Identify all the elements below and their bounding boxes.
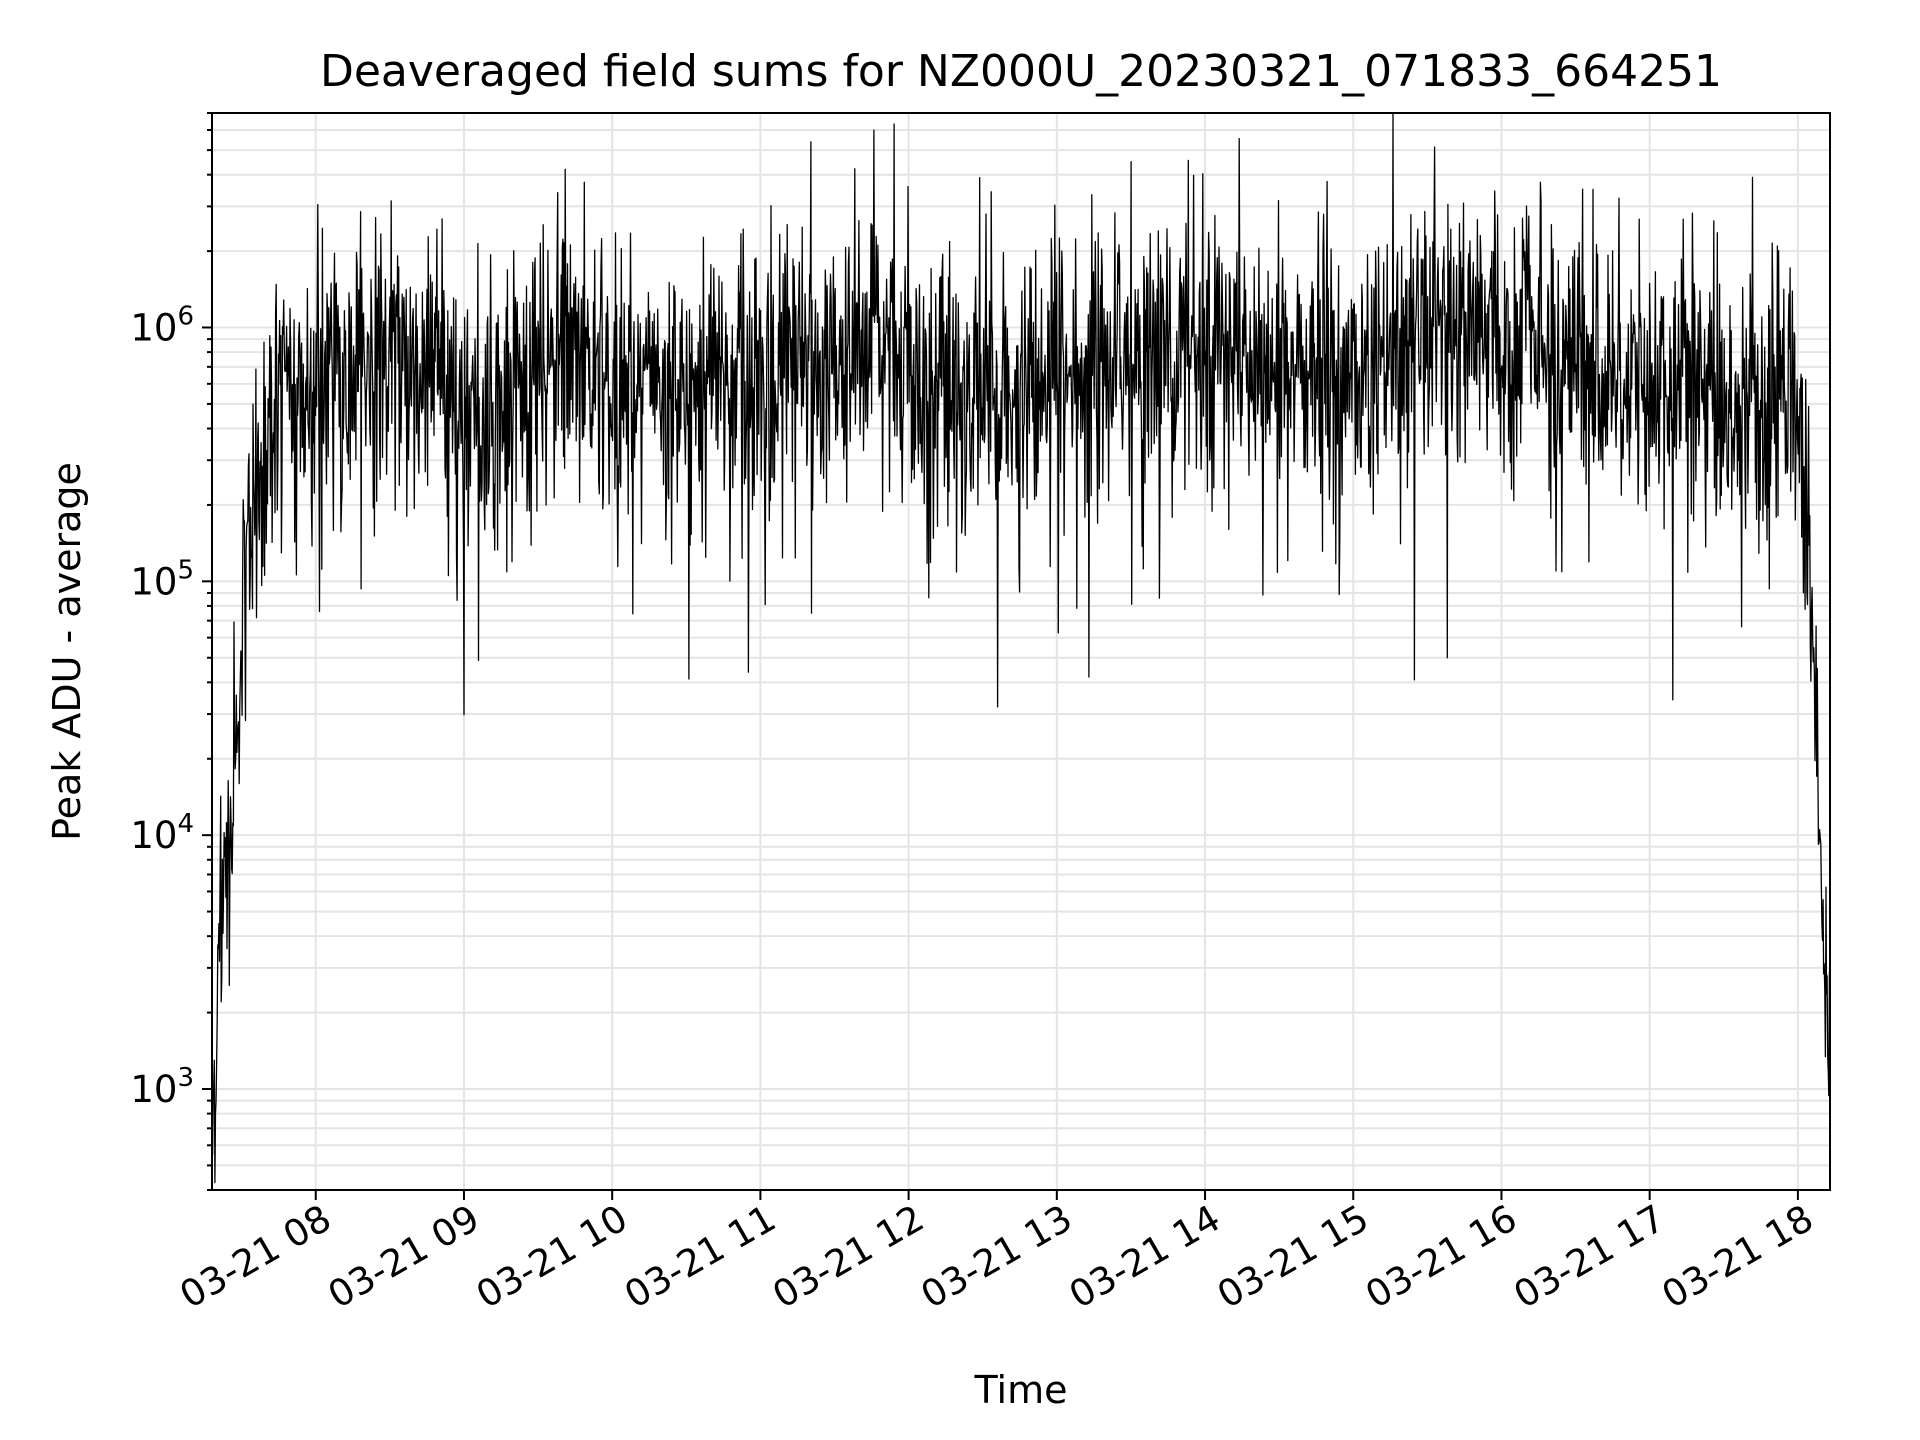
y-tick-exponent: 6 xyxy=(177,302,194,332)
plot-frame xyxy=(211,112,1831,1191)
y-tick-exponent: 4 xyxy=(177,809,194,839)
y-tick-label: 104 xyxy=(130,809,194,857)
grid xyxy=(212,112,1830,1191)
y-tick-label: 106 xyxy=(130,302,194,350)
y-tick-base: 10 xyxy=(130,1068,177,1111)
y-tick-base: 10 xyxy=(130,307,177,350)
y-tick-base: 10 xyxy=(130,814,177,857)
y-tick-label: 105 xyxy=(130,555,194,603)
y-axis-label: Peak ADU - average xyxy=(45,462,89,841)
y-tick-label: 103 xyxy=(130,1063,194,1111)
x-axis-label: Time xyxy=(974,1368,1068,1412)
y-tick-exponent: 3 xyxy=(177,1063,194,1093)
y-tick-exponent: 5 xyxy=(177,555,194,585)
series-layer xyxy=(211,112,1831,1184)
series-line xyxy=(211,112,1831,1184)
chart-title: Deaveraged field sums for NZ000U_2023032… xyxy=(320,46,1722,97)
y-tick-base: 10 xyxy=(130,560,177,603)
